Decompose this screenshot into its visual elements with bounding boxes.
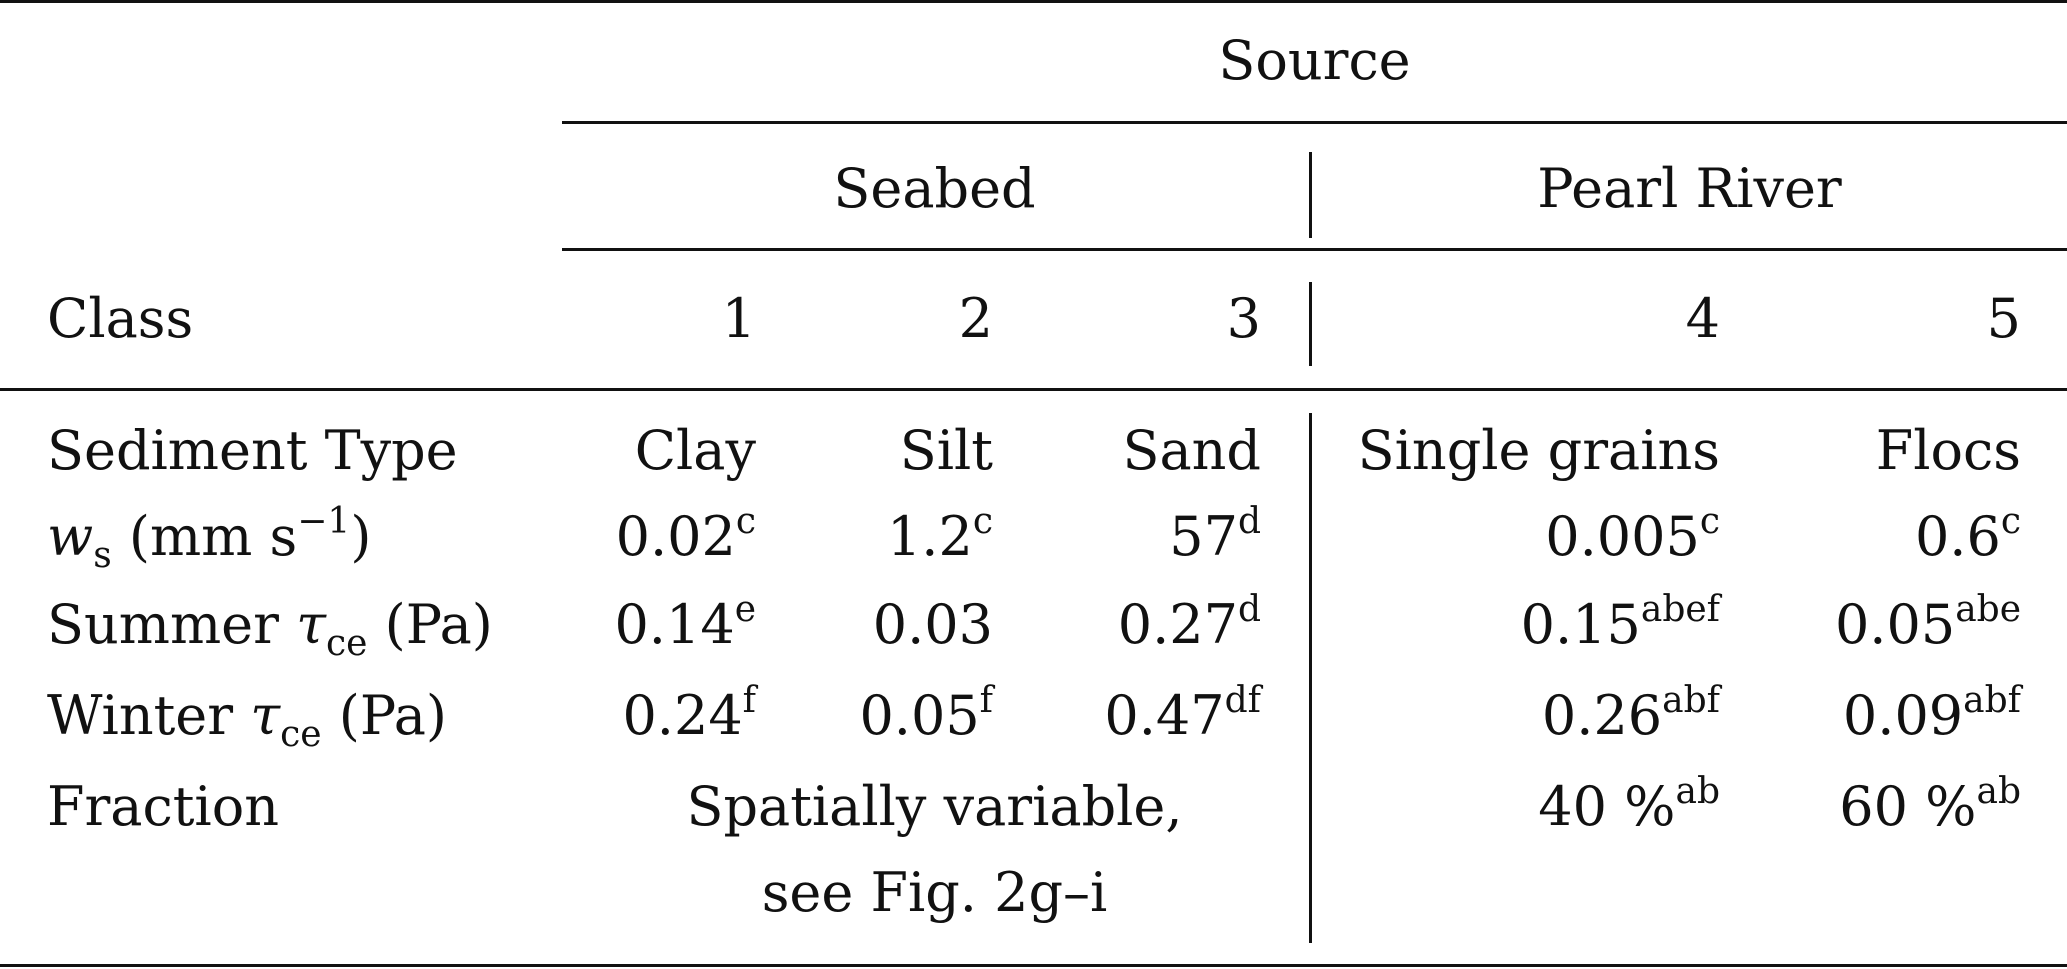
- winter-5-value: 0.09: [1842, 684, 1964, 747]
- fraction-4-note: ab: [1675, 771, 1720, 812]
- fraction-seabed-line2: see Fig. 2g–i: [761, 861, 1108, 924]
- fraction-5: 60 %ab: [1839, 771, 2021, 845]
- summer-label: Summer: [47, 593, 297, 656]
- summer-unit: (Pa): [367, 593, 493, 656]
- summer-5-note: abe: [1955, 589, 2021, 630]
- ws-4-note: c: [1699, 501, 1720, 542]
- top-rule: [0, 0, 2067, 3]
- ws-1: 0.02c: [615, 501, 756, 575]
- ws-2: 1.2c: [886, 501, 993, 575]
- body-divider: [1309, 413, 1312, 943]
- summer-5: 0.05abe: [1834, 589, 2021, 663]
- ws-unit-open: (mm s: [111, 505, 298, 568]
- class-label: Class: [47, 287, 194, 350]
- fraction-4: 40 %ab: [1538, 771, 1720, 845]
- fraction-5-note: ab: [1976, 771, 2021, 812]
- winter-2-note: f: [979, 680, 993, 721]
- ws-symbol: w: [47, 505, 94, 568]
- winter-label: Winter: [47, 684, 251, 747]
- winter-3-value: 0.47: [1104, 684, 1225, 747]
- header-rule: [0, 388, 2067, 391]
- winter-1: 0.24f: [622, 680, 756, 754]
- class-1: 1: [721, 287, 756, 350]
- summer-tau-symbol: τ: [296, 593, 326, 656]
- ws-2-value: 1.2: [886, 505, 973, 568]
- ws-5-note: c: [2000, 501, 2021, 542]
- summer-3-note: d: [1237, 589, 1261, 630]
- ws-4-value: 0.005: [1545, 505, 1700, 568]
- ws-5-value: 0.6: [1914, 505, 2001, 568]
- summer-4-note: abef: [1640, 589, 1720, 630]
- winter-2-value: 0.05: [859, 684, 980, 747]
- winter-tau-sub: ce: [280, 714, 322, 755]
- winter-3-note: df: [1224, 680, 1261, 721]
- seabed-header: Seabed: [833, 157, 1036, 220]
- winter-unit: (Pa): [321, 684, 447, 747]
- winter-5-note: abf: [1963, 680, 2021, 721]
- winter-4: 0.26abf: [1541, 680, 1720, 754]
- class-3: 3: [1226, 287, 1261, 350]
- summer-1-value: 0.14: [614, 593, 735, 656]
- ws-unit-exp: −1: [297, 501, 351, 542]
- pearl-river-header: Pearl River: [1537, 157, 1842, 220]
- winter-1-value: 0.24: [622, 684, 743, 747]
- source-header: Source: [1218, 29, 1411, 92]
- ws-2-note: c: [972, 501, 993, 542]
- ws-3-value: 57: [1169, 505, 1238, 568]
- fraction-seabed-line1: Spatially variable,: [686, 775, 1183, 838]
- fraction-5-value: 60 %: [1839, 775, 1977, 838]
- class-4: 4: [1685, 287, 1720, 350]
- ws-1-value: 0.02: [615, 505, 736, 568]
- class-5: 5: [1986, 287, 2021, 350]
- sediment-type-2: Silt: [899, 419, 993, 482]
- winter-tau-label: Winter τce (Pa): [47, 684, 447, 756]
- winter-2: 0.05f: [859, 680, 993, 754]
- summer-1: 0.14e: [614, 589, 756, 663]
- ws-5: 0.6c: [1914, 501, 2021, 575]
- summer-3: 0.27d: [1117, 589, 1261, 663]
- winter-tau-symbol: τ: [250, 684, 281, 747]
- summer-2: 0.03: [873, 594, 993, 663]
- bottom-rule: [0, 964, 2067, 967]
- ws-label: ws (mm s−1): [47, 501, 372, 576]
- sediment-type-1: Clay: [634, 419, 756, 482]
- ws-4: 0.005c: [1545, 501, 1720, 575]
- sediment-type-3: Sand: [1122, 419, 1261, 482]
- class-2: 2: [958, 287, 993, 350]
- ws-3-note: d: [1237, 501, 1261, 542]
- ws-3: 57d: [1169, 501, 1261, 575]
- summer-4-value: 0.15: [1520, 593, 1641, 656]
- winter-5: 0.09abf: [1842, 680, 2021, 754]
- summer-tau-sub: ce: [326, 623, 368, 664]
- sediment-type-label: Sediment Type: [47, 419, 458, 482]
- ws-unit-close: ): [350, 505, 372, 568]
- summer-5-value: 0.05: [1834, 593, 1956, 656]
- fraction-label: Fraction: [47, 775, 279, 838]
- summer-4: 0.15abef: [1520, 589, 1720, 663]
- ws-symbol-sub: s: [93, 535, 112, 576]
- summer-tau-label: Summer τce (Pa): [47, 593, 493, 665]
- class-divider: [1309, 282, 1312, 366]
- group-underline: [562, 248, 2067, 251]
- winter-1-note: f: [742, 680, 756, 721]
- summer-2-value: 0.03: [872, 593, 993, 656]
- fraction-4-value: 40 %: [1538, 775, 1676, 838]
- summer-1-note: e: [734, 589, 756, 630]
- group-divider-header: [1309, 152, 1312, 238]
- winter-4-note: abf: [1662, 680, 1720, 721]
- winter-3: 0.47df: [1104, 680, 1261, 754]
- sediment-type-5: Flocs: [1875, 419, 2021, 482]
- ws-1-note: c: [735, 501, 756, 542]
- summer-3-value: 0.27: [1117, 593, 1238, 656]
- sediment-type-4: Single grains: [1357, 419, 1720, 482]
- winter-4-value: 0.26: [1541, 684, 1663, 747]
- source-underline: [562, 121, 2067, 124]
